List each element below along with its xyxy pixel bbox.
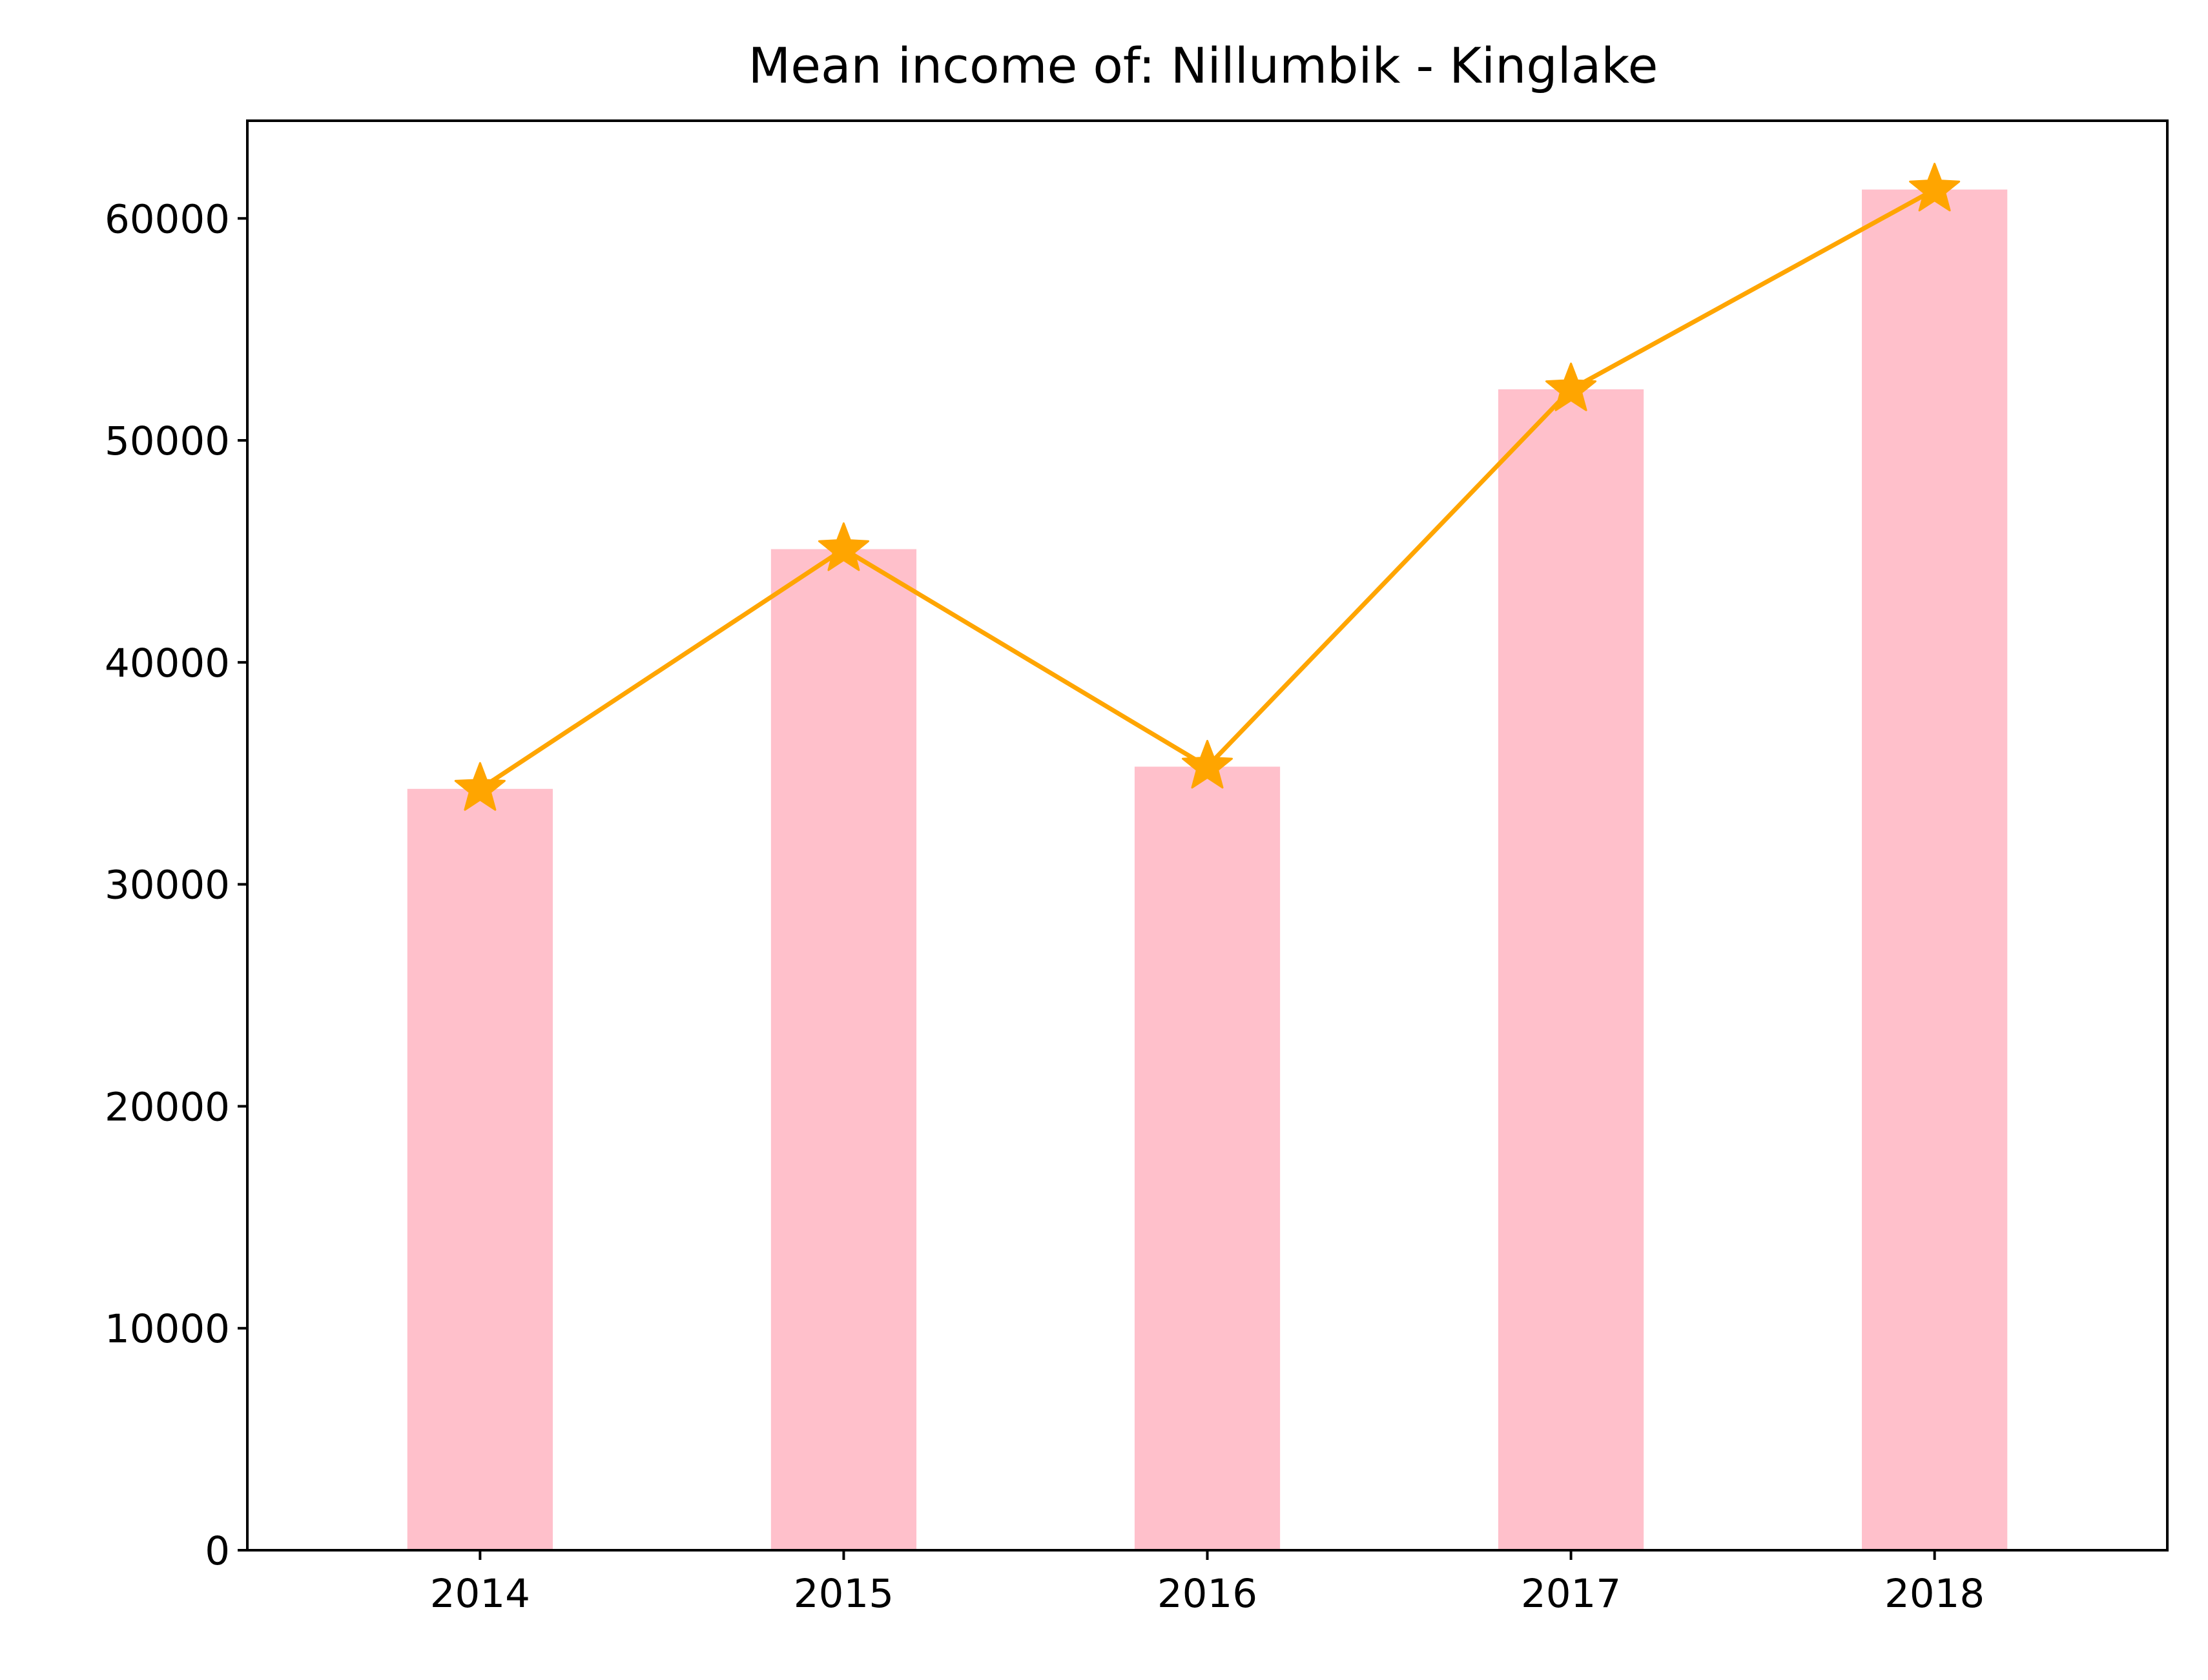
star-marker-2015 (818, 522, 869, 571)
star-marker-2014 (454, 762, 506, 811)
y-tick-label-20000: 20000 (105, 1084, 230, 1130)
bar-2014 (407, 788, 553, 1550)
y-tick-label-60000: 60000 (105, 196, 230, 242)
bar-2015 (770, 549, 917, 1550)
x-tick-label-2017: 2017 (1521, 1571, 1621, 1617)
y-tick-label-50000: 50000 (105, 418, 230, 464)
bar-2018 (1862, 189, 2008, 1551)
x-tick-label-2015: 2015 (794, 1571, 894, 1617)
x-tick-label-2018: 2018 (1884, 1571, 1985, 1617)
star-marker-2017 (1545, 362, 1597, 411)
y-tick-label-30000: 30000 (105, 863, 230, 908)
star-marker-2018 (1909, 163, 1961, 212)
x-tick-label-2016: 2016 (1157, 1571, 1257, 1617)
chart-title: Mean income of: Nillumbik - Kinglake (748, 37, 1658, 94)
star-marker-2016 (1182, 739, 1233, 789)
y-tick-label-40000: 40000 (105, 640, 230, 686)
y-tick-label-0: 0 (205, 1528, 230, 1574)
bar-2017 (1498, 389, 1644, 1550)
axes: 2014 2015 2016 2017 2018 0 10000 20000 30000 4000… (105, 196, 1985, 1617)
plot-area (407, 163, 2008, 1551)
bar-2016 (1134, 766, 1281, 1550)
x-tick-label-2014: 2014 (430, 1571, 530, 1617)
y-tick-label-10000: 10000 (105, 1306, 230, 1352)
